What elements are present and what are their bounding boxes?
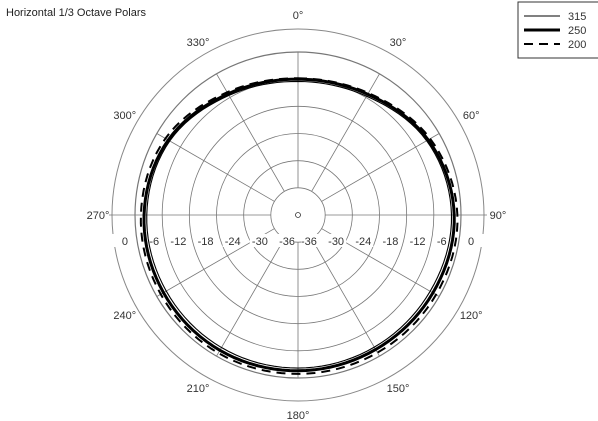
radial-tick-label: -30	[328, 236, 344, 248]
grid-spoke	[216, 238, 285, 357]
radial-tick-label: -18	[198, 236, 214, 248]
legend-label: 200	[568, 39, 586, 51]
radial-tick-label: -12	[170, 236, 186, 248]
angle-label: 300°	[113, 110, 136, 122]
radial-tick-label-bg	[222, 234, 241, 247]
radial-tick-label: -30	[252, 236, 268, 248]
legend: 315 250 200	[517, 1, 598, 59]
series-line-315	[146, 80, 453, 369]
angle-labels: 0° 30° 60° 90° 120° 150° 180° 210° 240° 270° 300° 3…	[87, 10, 507, 421]
legend-label: 315	[568, 11, 586, 23]
polar-grid	[109, 28, 487, 402]
chart-title: Horizontal 1/3 Octave Polars	[6, 7, 147, 19]
angle-label: 60°	[463, 110, 480, 122]
legend-label: 250	[568, 25, 586, 37]
radial-tick-label-bg	[195, 234, 214, 247]
radial-tick-label: -12	[410, 236, 426, 248]
grid-spoke	[311, 238, 380, 357]
radial-tick-label: 0	[468, 236, 474, 248]
grid-spoke	[156, 133, 275, 202]
radial-tick-label: -24	[225, 236, 241, 248]
angle-label: 180°	[287, 410, 310, 421]
radial-tick-label: -6	[437, 236, 447, 248]
angle-label: 150°	[387, 383, 410, 395]
radial-tick-label-bg	[355, 234, 374, 247]
radial-tick-label-bg	[301, 234, 319, 247]
series-line-200	[139, 77, 459, 375]
radial-tick-label-bg	[382, 234, 401, 247]
radial-tick-label: -6	[149, 236, 159, 248]
angle-label: 210°	[187, 383, 210, 395]
angle-label: 30°	[390, 37, 407, 49]
radial-tick-label-bg	[277, 234, 295, 247]
radial-tick-label-bg	[249, 234, 268, 247]
angle-label: 240°	[113, 310, 136, 322]
radial-tick-label-bg	[468, 234, 486, 247]
angle-label: 330°	[187, 37, 210, 49]
radial-tick-label-bg	[110, 234, 128, 247]
center-marker	[295, 212, 301, 218]
radial-tick-label: -18	[383, 236, 399, 248]
angle-label: 270°	[87, 210, 110, 222]
series-lines	[139, 77, 459, 375]
radial-tick-label-bg	[409, 234, 428, 247]
angle-label: 90°	[490, 210, 507, 222]
radial-tick-label: -36	[279, 236, 295, 248]
radial-tick-label: 0	[122, 236, 128, 248]
series-line-250	[142, 77, 456, 373]
grid-spoke	[321, 133, 440, 202]
angle-label: 120°	[460, 310, 483, 322]
radial-tick-label: -24	[355, 236, 371, 248]
radial-tick-label-bg	[328, 234, 347, 247]
angle-label: 0°	[293, 10, 304, 22]
radial-tick-label-bg	[168, 234, 187, 247]
radial-tick-label: -36	[301, 236, 317, 248]
